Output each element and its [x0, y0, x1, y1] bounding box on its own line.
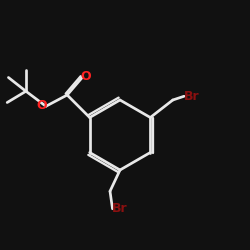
- Text: O: O: [36, 99, 47, 112]
- Text: O: O: [81, 70, 91, 83]
- Text: Br: Br: [184, 90, 200, 103]
- Text: Br: Br: [112, 202, 128, 215]
